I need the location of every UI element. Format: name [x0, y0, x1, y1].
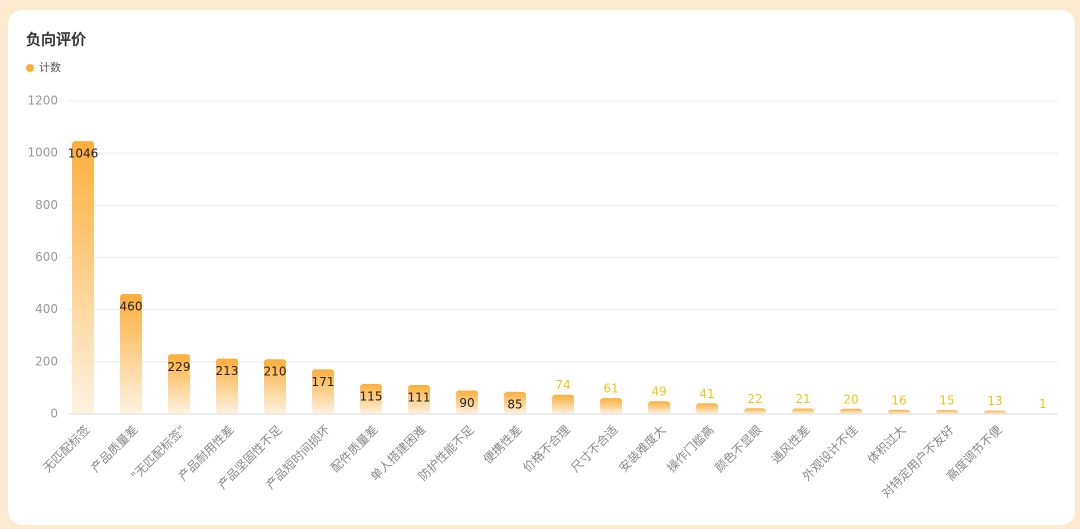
- y-tick-label: 800: [35, 198, 58, 212]
- y-tick-label: 1000: [27, 146, 58, 160]
- bar: [408, 385, 430, 414]
- bar: [792, 408, 814, 414]
- value-label: 15: [939, 394, 954, 408]
- y-tick-label: 400: [35, 302, 58, 316]
- value-label: 49: [651, 385, 666, 399]
- bar: [456, 390, 478, 414]
- value-label: 111: [408, 391, 431, 405]
- value-label: 115: [360, 390, 383, 404]
- bar: [840, 408, 862, 414]
- bar: [504, 391, 526, 414]
- bar: [600, 398, 622, 414]
- bar: [168, 354, 190, 414]
- bar: [360, 384, 382, 414]
- bar: [552, 394, 574, 414]
- bar: [696, 403, 718, 414]
- bar: [648, 401, 670, 414]
- value-label: 229: [168, 360, 191, 374]
- bar: [744, 408, 766, 414]
- value-label: 20: [843, 392, 858, 406]
- value-label: 61: [603, 382, 618, 396]
- value-label: 213: [216, 364, 239, 378]
- y-tick-label: 0: [50, 407, 58, 421]
- value-label: 460: [120, 300, 143, 314]
- y-tick-label: 200: [35, 354, 58, 368]
- bar: [72, 141, 94, 414]
- bar: [120, 294, 142, 414]
- bar: [264, 359, 286, 414]
- bar: [888, 409, 910, 414]
- legend-label: 计数: [39, 61, 61, 74]
- value-label: 74: [555, 378, 570, 392]
- value-label: 85: [507, 397, 522, 411]
- value-label: 210: [264, 365, 287, 379]
- value-label: 90: [459, 396, 474, 410]
- bar: [936, 410, 958, 414]
- legend-swatch: [26, 64, 34, 72]
- bar: [984, 410, 1006, 414]
- bar: [312, 369, 334, 414]
- chart-title: 负向评价: [26, 31, 87, 49]
- value-label: 1: [1039, 397, 1047, 411]
- value-label: 22: [747, 392, 762, 406]
- y-tick-label: 1200: [27, 94, 58, 108]
- value-label: 16: [891, 393, 906, 407]
- value-label: 171: [312, 375, 335, 389]
- bar: [216, 358, 238, 414]
- value-label: 13: [987, 394, 1002, 408]
- value-label: 41: [699, 387, 714, 401]
- value-label: 1046: [68, 147, 99, 161]
- value-label: 21: [795, 392, 810, 406]
- y-tick-label: 600: [35, 250, 58, 264]
